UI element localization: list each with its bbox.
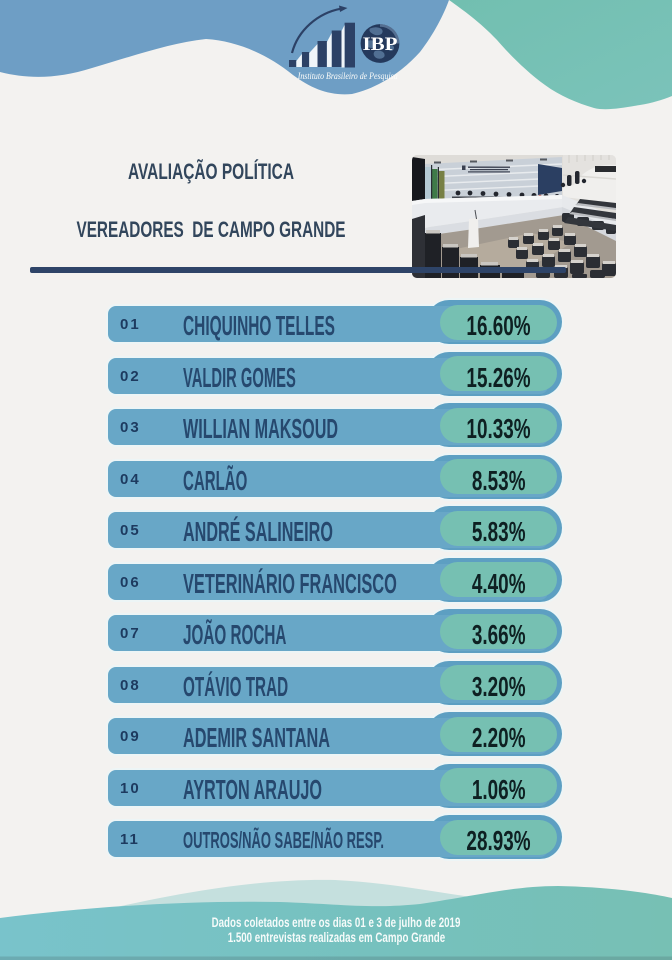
svg-text:IBP: IBP [363,34,398,55]
svg-text:Instituto Brasileiro de Pesqui: Instituto Brasileiro de Pesquisa [297,71,398,81]
